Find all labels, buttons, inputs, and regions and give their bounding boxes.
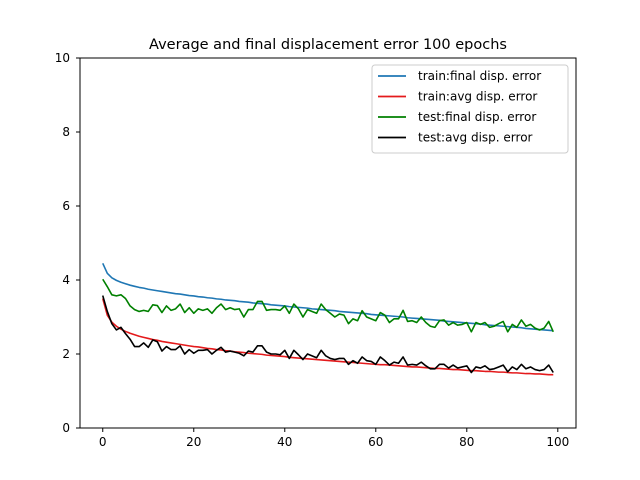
axes-frame <box>79 57 577 429</box>
y-tick-label: 0 <box>62 421 70 435</box>
x-tick-label: 0 <box>99 435 107 449</box>
legend-box <box>371 64 569 154</box>
legend: train:final disp. error train:avg disp. e… <box>371 64 569 154</box>
y-tick-label: 10 <box>55 51 70 65</box>
x-tick-label: 20 <box>186 435 201 449</box>
series-line-3 <box>101 295 554 374</box>
legend-entry-label: train:final disp. error <box>418 69 541 83</box>
chart-title: Average and final displacement error 100… <box>149 37 507 53</box>
legend-entry-label: test:avg disp. error <box>418 131 533 145</box>
series-line-1 <box>101 298 554 376</box>
series-layer <box>101 263 554 376</box>
x-tick-label: 60 <box>368 435 383 449</box>
y-axis: 0 2 4 6 8 10 <box>55 51 80 435</box>
legend-entry-label: train:avg disp. error <box>418 90 537 104</box>
y-tick-label: 4 <box>62 273 70 287</box>
x-tick-label: 40 <box>277 435 292 449</box>
x-tick-label: 80 <box>459 435 474 449</box>
x-tick-label: 100 <box>546 435 569 449</box>
x-axis: 0 20 40 60 80 100 <box>99 428 569 449</box>
series-line-2 <box>102 278 554 333</box>
legend-entry-label: test:final disp. error <box>418 110 536 124</box>
y-tick-label: 2 <box>62 347 70 361</box>
series-line-0 <box>102 263 554 332</box>
y-tick-label: 8 <box>62 125 70 139</box>
y-tick-label: 6 <box>62 199 70 213</box>
